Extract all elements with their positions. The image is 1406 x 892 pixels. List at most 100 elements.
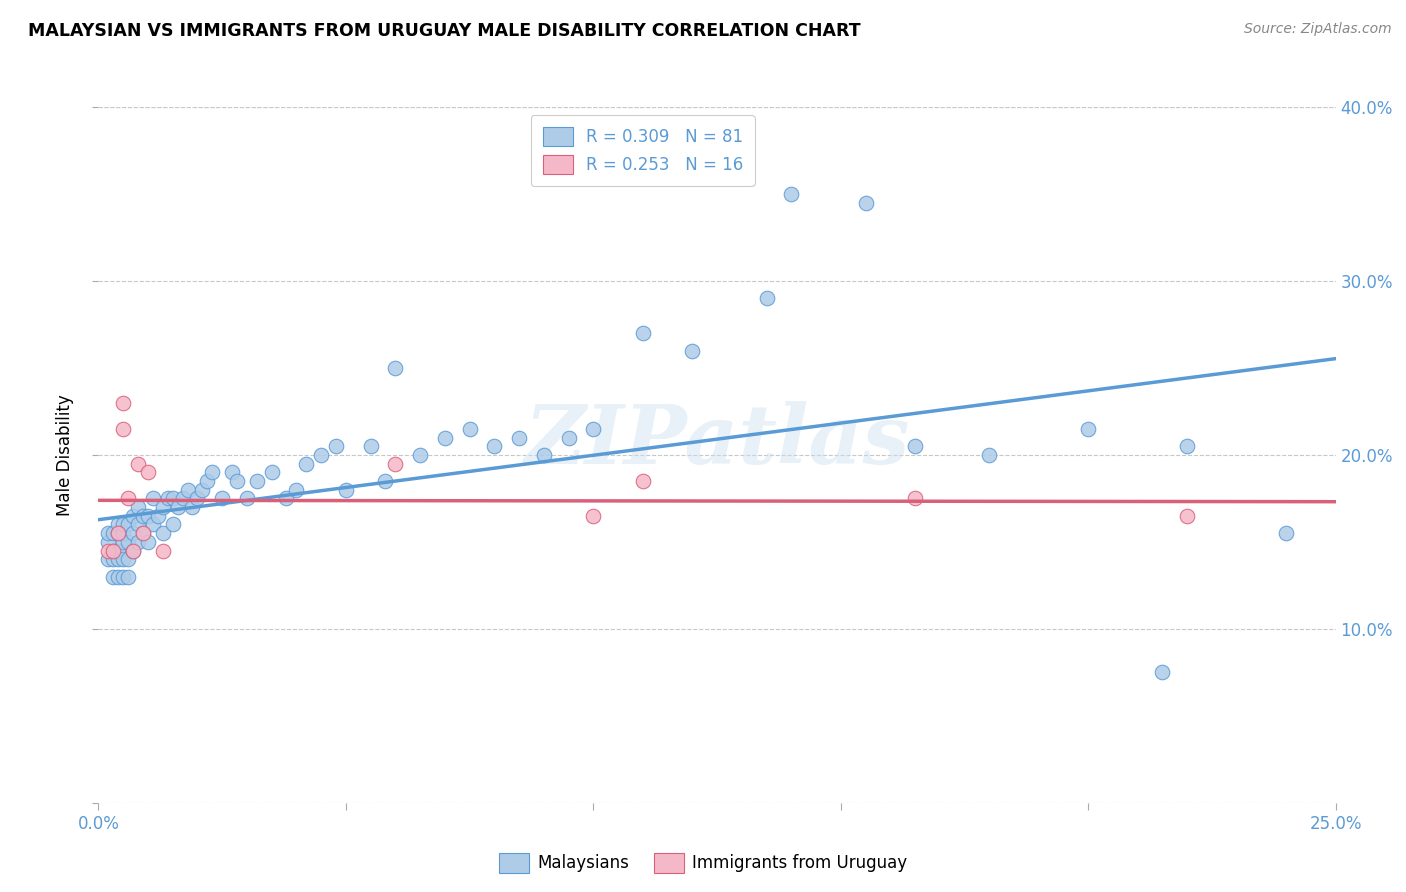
Point [1175,439,1198,453]
Point [103,526,125,541]
Point [855,195,877,210]
Point [433,431,456,445]
Y-axis label: Male Disability: Male Disability [56,394,75,516]
Text: MALAYSIAN VS IMMIGRANTS FROM URUGUAY MALE DISABILITY CORRELATION CHART: MALAYSIAN VS IMMIGRANTS FROM URUGUAY MAL… [28,22,860,40]
Point [409,448,432,462]
Point [557,431,579,445]
Point [107,552,129,566]
Point [142,491,165,506]
Point [112,534,135,549]
Point [166,500,188,514]
Point [508,431,530,445]
Point [162,491,184,506]
Point [1152,665,1174,680]
Point [374,474,396,488]
Point [97,552,120,566]
Point [384,457,406,471]
Point [107,526,129,541]
Legend: Malaysians, Immigrants from Uruguay: Malaysians, Immigrants from Uruguay [492,847,914,880]
Point [152,526,174,541]
Point [246,474,269,488]
Point [117,534,139,549]
Point [285,483,308,497]
Point [191,483,214,497]
Point [384,360,406,375]
Point [142,517,165,532]
Point [780,187,803,202]
Point [122,543,145,558]
Point [631,474,654,488]
Point [172,491,194,506]
Point [335,483,357,497]
Point [156,491,179,506]
Point [904,439,927,453]
Text: Source: ZipAtlas.com: Source: ZipAtlas.com [1244,22,1392,37]
Point [127,457,149,471]
Point [127,500,149,514]
Point [132,526,155,541]
Point [136,466,159,480]
Text: ZIPatlas: ZIPatlas [524,401,910,481]
Point [979,448,1001,462]
Point [112,396,135,410]
Point [97,526,120,541]
Point [295,457,318,471]
Point [107,526,129,541]
Point [221,466,243,480]
Point [112,552,135,566]
Point [582,422,605,436]
Point [136,534,159,549]
Point [103,543,125,558]
Point [112,422,135,436]
Point [360,439,382,453]
Point [904,491,927,506]
Point [681,343,703,358]
Point [533,448,555,462]
Point [112,570,135,584]
Point [201,466,224,480]
Point [136,508,159,523]
Point [755,291,778,305]
Point [195,474,218,488]
Point [107,570,129,584]
Point [122,543,145,558]
Point [236,491,259,506]
Point [226,474,249,488]
Point [107,543,129,558]
Point [103,552,125,566]
Point [127,517,149,532]
Point [1077,422,1099,436]
Point [112,517,135,532]
Point [127,534,149,549]
Point [186,491,208,506]
Point [132,508,155,523]
Point [260,466,283,480]
Point [146,508,169,523]
Point [117,491,139,506]
Point [152,543,174,558]
Legend: R = 0.309   N = 81, R = 0.253   N = 16: R = 0.309 N = 81, R = 0.253 N = 16 [531,115,755,186]
Point [107,517,129,532]
Point [631,326,654,340]
Point [1175,508,1198,523]
Point [211,491,233,506]
Point [181,500,204,514]
Point [276,491,298,506]
Point [176,483,198,497]
Point [1275,526,1298,541]
Point [117,552,139,566]
Point [117,570,139,584]
Point [103,543,125,558]
Point [132,526,155,541]
Point [325,439,347,453]
Point [97,543,120,558]
Point [112,526,135,541]
Point [152,500,174,514]
Point [117,517,139,532]
Point [97,534,120,549]
Point [582,508,605,523]
Point [122,526,145,541]
Point [458,422,481,436]
Point [122,508,145,523]
Point [103,570,125,584]
